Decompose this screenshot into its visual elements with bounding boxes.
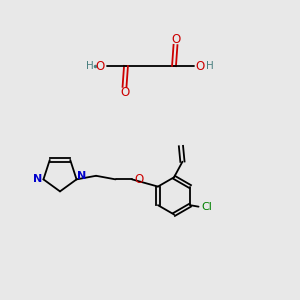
Text: O: O <box>95 59 104 73</box>
Text: H: H <box>206 61 214 71</box>
Text: O: O <box>134 173 143 186</box>
Text: H: H <box>86 61 94 71</box>
Text: O: O <box>196 59 205 73</box>
Text: Cl: Cl <box>202 202 212 212</box>
Text: O: O <box>171 33 180 46</box>
Text: N: N <box>33 174 43 184</box>
Text: O: O <box>120 86 129 99</box>
Text: N: N <box>77 171 86 181</box>
